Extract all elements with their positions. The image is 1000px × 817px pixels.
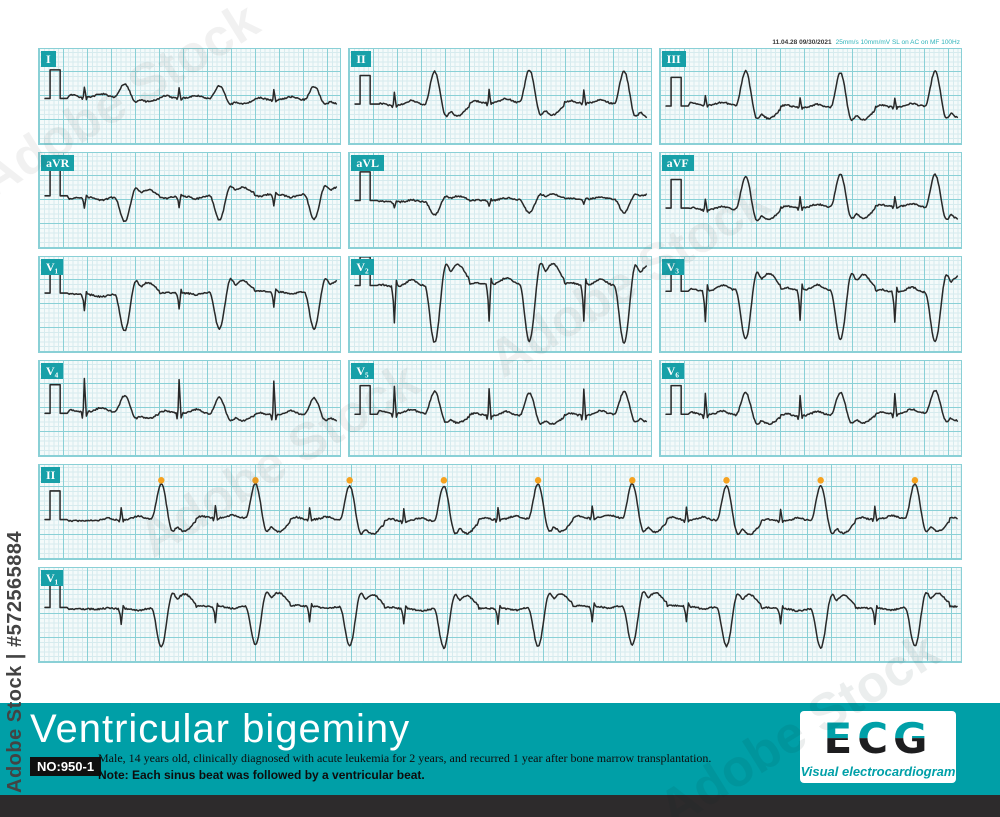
- ecg-panel-v1-rhythm: V₁: [38, 567, 962, 663]
- lead-label: V₁: [41, 259, 64, 275]
- ecg-trace-v1: [44, 578, 958, 650]
- ecg-logo-subtitle: Visual electrocardiogram: [800, 764, 956, 779]
- case-number-badge: NO:950-1: [30, 757, 102, 776]
- ecg-trace-v2: [354, 257, 648, 344]
- lead-label: V₄: [41, 363, 64, 379]
- pvc-marker-dot: [158, 477, 165, 484]
- ecg-logo-top-half: ECG: [823, 714, 933, 763]
- pvc-marker-dot: [252, 477, 259, 484]
- lead-label: aVL: [351, 155, 384, 171]
- recording-settings: 25mm/s 10mm/mV SL on AC on MF 100Hz: [835, 39, 960, 46]
- lead-label: III: [661, 51, 686, 67]
- bottom-dark-strip: [0, 795, 1000, 817]
- ecg-panel-v5: V₅: [348, 360, 652, 457]
- lead-label: V₅: [351, 363, 374, 379]
- lead-label: II: [41, 467, 61, 483]
- ecg-row: V₄ V₅ V₆: [38, 360, 962, 457]
- ecg-trace-v4: [44, 377, 338, 422]
- ecg-rhythm-row: II: [38, 464, 962, 560]
- pvc-marker-dot: [723, 477, 730, 484]
- footer-banner: Ventricular bigeminy NO:950-1 Male, 14 y…: [0, 703, 1000, 795]
- ecg-row: V₁ V₂ V₃: [38, 256, 962, 353]
- ecg-panel-i: I: [38, 48, 342, 145]
- stock-id-watermark: Adobe Stock | #572565884: [4, 530, 26, 793]
- ecg-trace-i: [44, 69, 338, 106]
- lead-label: aVF: [661, 155, 694, 171]
- page-title: Ventricular bigeminy: [30, 707, 411, 751]
- teaching-note-text: Note: Each sinus beat was followed by a …: [98, 768, 425, 782]
- ecg-trace-avl: [354, 171, 648, 216]
- ecg-trace-iii: [664, 69, 958, 122]
- ecg-trace-v5: [354, 384, 648, 425]
- lead-label: V₃: [661, 259, 684, 275]
- pvc-marker-dot: [534, 477, 542, 484]
- ecg-panel-avl: aVL: [348, 152, 652, 249]
- recording-meta: 11.04.28 09/30/2021 25mm/s 10mm/mV SL on …: [772, 39, 960, 46]
- ecg-trace-avf: [664, 173, 958, 222]
- lead-label: V₁: [41, 570, 64, 586]
- ecg-row: I II III: [38, 48, 962, 145]
- ecg-panel-avf: aVF: [658, 152, 962, 249]
- ecg-panel-v1: V₁: [38, 256, 342, 353]
- pvc-marker-dot: [629, 477, 636, 484]
- case-description: Male, 14 years old, clinically diagnosed…: [98, 751, 711, 783]
- recording-timestamp: 11.04.28 09/30/2021: [772, 39, 832, 46]
- ecg-panel-v4: V₄: [38, 360, 342, 457]
- ecg-trace-avr: [44, 166, 338, 223]
- pvc-marker-dot: [346, 477, 353, 484]
- ecg-rhythm-row: V₁: [38, 567, 962, 663]
- ecg-panel-iii: III: [658, 48, 962, 145]
- ecg-lead-grid: I II III aVR aVL aVF V₁ V₂ V₃ V₄ V₅ V₆ II V₁: [38, 48, 962, 670]
- ecg-logo-text: ECG ECG: [800, 717, 956, 761]
- lead-label: V₆: [661, 363, 684, 379]
- ecg-trace-v1: [44, 263, 338, 332]
- ecg-panel-ii: II: [348, 48, 652, 145]
- ecg-panel-v3: V₃: [658, 256, 962, 353]
- ecg-trace-ii: [354, 69, 648, 119]
- ecg-trace-ii: [44, 477, 958, 536]
- lead-label: aVR: [41, 155, 75, 171]
- ecg-panel-v6: V₆: [658, 360, 962, 457]
- lead-label: I: [41, 51, 56, 67]
- ecg-logo-bottom-half: ECG: [823, 714, 933, 763]
- ecg-row: aVR aVL aVF: [38, 152, 962, 249]
- pvc-marker-dot: [911, 477, 919, 484]
- lead-label: II: [351, 51, 371, 67]
- pvc-marker-dot: [817, 477, 824, 484]
- lead-label: V₂: [351, 259, 374, 275]
- pvc-marker-dot: [440, 477, 448, 484]
- ecg-panel-v2: V₂: [348, 256, 652, 353]
- ecg-panel-ii-rhythm: II: [38, 464, 962, 560]
- ecg-trace-v6: [664, 384, 958, 426]
- clinical-history-text: Male, 14 years old, clinically diagnosed…: [98, 751, 712, 765]
- ecg-trace-v3: [664, 261, 958, 343]
- ecg-logo: ECG ECG Visual electrocardiogram: [800, 711, 956, 783]
- ecg-panel-avr: aVR: [38, 152, 342, 249]
